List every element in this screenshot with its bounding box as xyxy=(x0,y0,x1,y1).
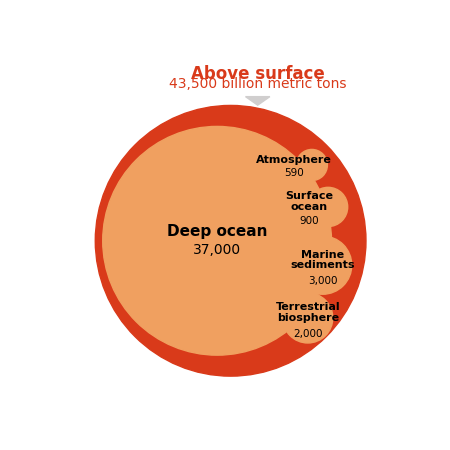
Text: biosphere: biosphere xyxy=(277,313,339,323)
Circle shape xyxy=(103,126,332,355)
Text: Atmosphere: Atmosphere xyxy=(256,154,332,165)
Text: Terrestrial: Terrestrial xyxy=(275,302,340,312)
Circle shape xyxy=(293,236,352,294)
Text: Surface: Surface xyxy=(285,191,333,202)
Text: Marine: Marine xyxy=(301,250,344,260)
Text: Deep ocean: Deep ocean xyxy=(167,224,267,239)
Text: 43,500 billion metric tons: 43,500 billion metric tons xyxy=(169,77,346,91)
Text: 3,000: 3,000 xyxy=(308,276,338,286)
Circle shape xyxy=(296,149,328,180)
Text: 2,000: 2,000 xyxy=(293,329,323,339)
Circle shape xyxy=(283,293,333,343)
Text: ocean: ocean xyxy=(291,202,328,211)
Circle shape xyxy=(308,187,348,226)
Text: 590: 590 xyxy=(284,168,304,178)
Polygon shape xyxy=(246,97,270,105)
Text: Above surface: Above surface xyxy=(191,65,324,83)
Text: 37,000: 37,000 xyxy=(193,243,241,257)
Circle shape xyxy=(95,105,366,376)
Text: 900: 900 xyxy=(299,216,319,226)
Text: sediments: sediments xyxy=(290,260,355,270)
